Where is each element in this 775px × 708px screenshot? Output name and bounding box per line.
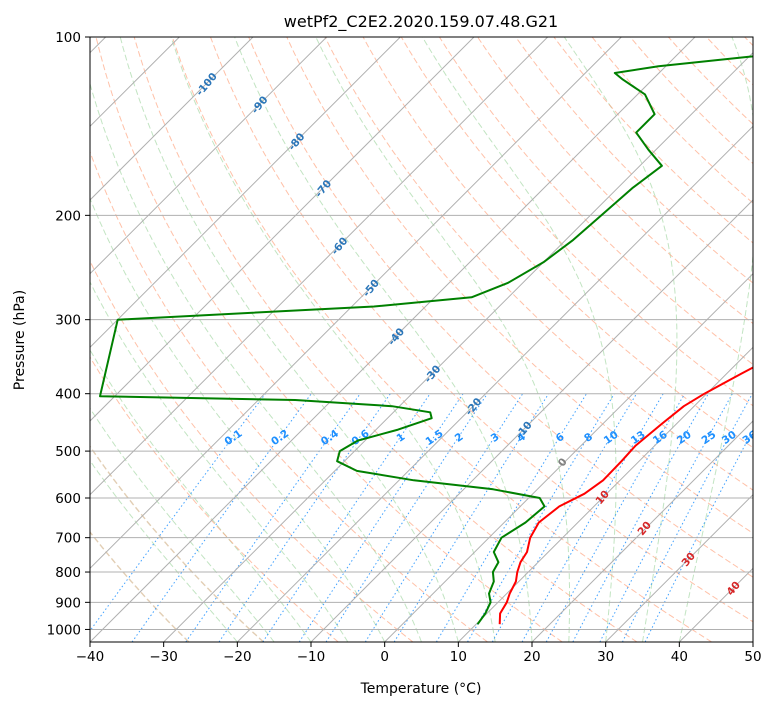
x-tick-label: −40 bbox=[76, 649, 105, 665]
mixing-ratio-line bbox=[435, 393, 587, 642]
dry-adiabat bbox=[90, 356, 339, 642]
isotherm-line bbox=[90, 37, 622, 570]
x-tick-label: 50 bbox=[744, 649, 761, 665]
plot-area: 0.1 0.2 0.4 0.6 1 1.5 2 3 4 6 8 10 13 16 20 25 30 36-100-… bbox=[90, 37, 753, 642]
isotherm-line bbox=[310, 199, 753, 642]
mixing-ratio-line bbox=[325, 393, 488, 642]
dry-adiabat bbox=[248, 37, 753, 578]
y-axis-label: Pressure (hPa) bbox=[12, 290, 28, 390]
isotherm-line bbox=[90, 37, 549, 496]
x-tick-label: −30 bbox=[149, 649, 178, 665]
x-tick-label: 20 bbox=[523, 649, 540, 665]
mixing-ratio-line bbox=[298, 393, 464, 642]
mixing-ratio-line bbox=[185, 393, 361, 642]
isotherm-line bbox=[163, 51, 753, 642]
dry-adiabat bbox=[90, 445, 264, 642]
y-tick-label: 300 bbox=[55, 313, 81, 329]
plot-frame bbox=[89, 36, 754, 643]
dry-adiabat bbox=[515, 37, 753, 284]
y-tick-label: 200 bbox=[55, 208, 81, 224]
temperature-profile bbox=[498, 366, 753, 625]
mixing-ratio-line bbox=[393, 393, 550, 642]
dewpoint-profile bbox=[99, 55, 753, 625]
moist-adiabat bbox=[90, 280, 349, 642]
moist-adiabat bbox=[90, 82, 422, 642]
moist-adiabat bbox=[119, 37, 459, 642]
y-tick-label: 500 bbox=[55, 444, 81, 460]
moist-adiabat bbox=[170, 37, 496, 642]
isotherm-line bbox=[90, 37, 401, 349]
profiles bbox=[99, 55, 753, 625]
isobar-grid bbox=[90, 37, 753, 630]
y-tick-label: 800 bbox=[55, 565, 81, 581]
isotherm-grid bbox=[90, 37, 753, 642]
x-tick-label: 0 bbox=[380, 649, 389, 665]
mixing-ratio-line bbox=[364, 393, 524, 642]
dry-adiabat bbox=[400, 37, 753, 407]
mixing-ratio-lines bbox=[90, 393, 753, 642]
mixing-ratio-line bbox=[467, 393, 615, 642]
isotherm-line bbox=[90, 37, 328, 275]
isotherm-line bbox=[236, 125, 753, 642]
moist-adiabat bbox=[90, 197, 386, 642]
dry-adiabat bbox=[133, 37, 638, 642]
axes: −40 −30 −20 −10 0 10 20 30 40 50 100 200 300 400 500 60… bbox=[47, 30, 762, 665]
x-tick-label: 40 bbox=[671, 649, 688, 665]
mixing-ratio-line bbox=[262, 393, 431, 642]
dry-adiabat bbox=[90, 150, 488, 642]
x-tick-label: −20 bbox=[223, 649, 252, 665]
moist-adiabat bbox=[421, 37, 617, 642]
x-tick-label: −10 bbox=[297, 649, 326, 665]
y-tick-label: 600 bbox=[55, 491, 81, 507]
isotherm-line bbox=[90, 37, 696, 642]
x-axis-label: Temperature (°C) bbox=[360, 681, 482, 697]
moist-adiabat bbox=[90, 459, 238, 642]
dry-adiabat bbox=[210, 37, 753, 623]
x-tick-label: 10 bbox=[450, 649, 467, 665]
isotherm-line bbox=[90, 37, 254, 201]
mixing-ratio-line bbox=[491, 393, 637, 642]
isotherm-line bbox=[457, 346, 753, 642]
moist-adiabat bbox=[315, 37, 570, 642]
dry-adiabat bbox=[95, 37, 563, 642]
mixing-ratio-line bbox=[644, 428, 753, 642]
y-tick-label: 700 bbox=[55, 531, 81, 547]
chart-title: wetPf2_C2E2.2020.159.07.48.G21 bbox=[284, 12, 558, 32]
x-tick-label: 30 bbox=[597, 649, 614, 665]
isotherm-line bbox=[90, 37, 475, 422]
moist-adiabat bbox=[90, 407, 275, 642]
mixing-ratio-line bbox=[521, 393, 664, 642]
y-tick-label: 900 bbox=[55, 595, 81, 611]
mixing-ratio-line bbox=[131, 393, 312, 642]
isotherm-line bbox=[384, 272, 753, 642]
dry-adiabat bbox=[438, 37, 753, 366]
isotherm-line bbox=[605, 493, 753, 642]
dry-adiabat bbox=[90, 530, 190, 642]
y-tick-label: 400 bbox=[55, 387, 81, 403]
y-tick-label: 1000 bbox=[47, 622, 81, 638]
mixing-ratio-line bbox=[545, 393, 686, 642]
isotherm-line bbox=[531, 420, 753, 642]
moist-adiabat bbox=[563, 37, 678, 642]
y-tick-label: 100 bbox=[55, 30, 81, 46]
moist-adiabat bbox=[678, 37, 753, 642]
mixing-ratio-line bbox=[572, 393, 709, 642]
